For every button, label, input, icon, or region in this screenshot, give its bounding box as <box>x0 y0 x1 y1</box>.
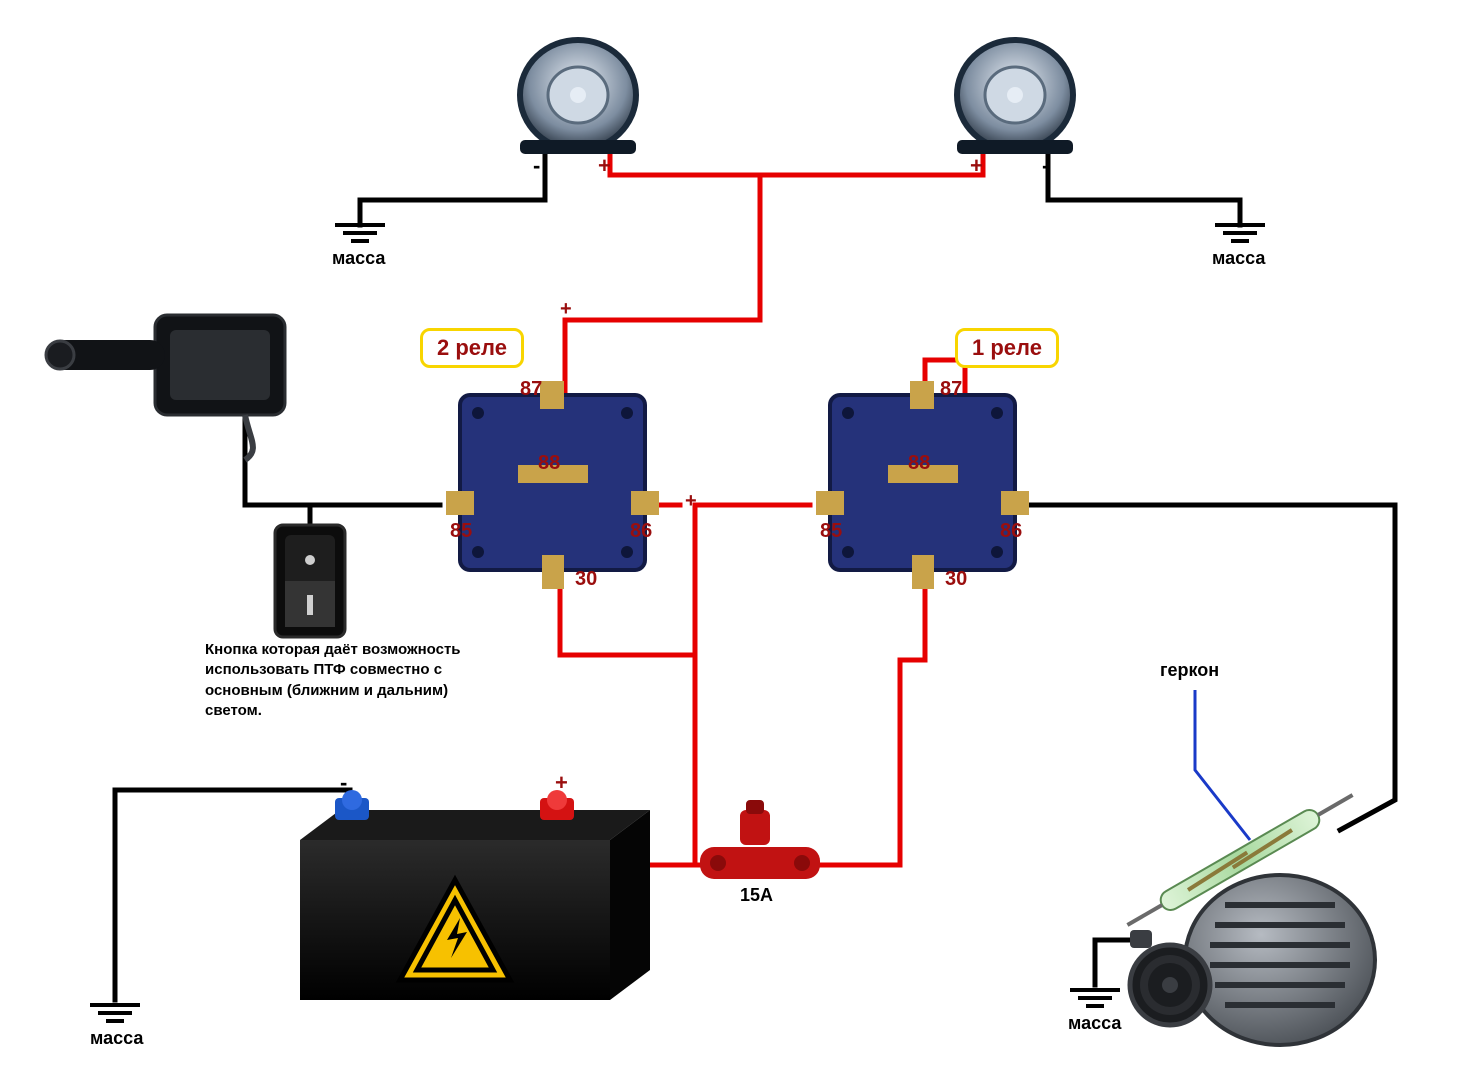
fog-right-minus: - <box>1042 153 1049 179</box>
gerkon-pointer <box>1195 690 1250 840</box>
fuse-label: 15А <box>740 885 773 906</box>
relay1-pin-85: 85 <box>820 520 842 543</box>
relay2-pin-87: 87 <box>520 378 542 401</box>
gerkon-label: геркон <box>1160 660 1219 681</box>
fuse-holder <box>700 800 820 879</box>
relay1-pin-86: 86 <box>1000 520 1022 543</box>
relay-1 <box>816 381 1029 589</box>
relay2-plus-top: + <box>560 298 572 321</box>
relay2-pin-86: 86 <box>630 520 652 543</box>
fog-right-plus: + <box>970 153 983 179</box>
ground-label-battery: масса <box>90 1028 143 1049</box>
relay2-label: 2 реле <box>420 328 524 368</box>
fog-left-plus: + <box>598 153 611 179</box>
ground-label-generator: масса <box>1068 1013 1121 1034</box>
relay1-pin-88: 88 <box>908 452 930 475</box>
relay-2 <box>446 381 659 589</box>
ground-label-fog-right: масса <box>1212 248 1265 269</box>
relay2-plus-right: + <box>685 490 697 513</box>
rocker-switch <box>275 525 345 637</box>
relay2-pin-30: 30 <box>575 568 597 591</box>
battery-minus: - <box>340 770 347 796</box>
relay2-pin-85: 85 <box>450 520 472 543</box>
ground-label-fog-left: масса <box>332 248 385 269</box>
fog-lamp-right <box>957 40 1073 154</box>
battery <box>300 790 650 1000</box>
wiring-diagram <box>0 0 1466 1085</box>
stalk-switch <box>45 315 285 460</box>
battery-plus: + <box>555 770 568 796</box>
fog-left-minus: - <box>533 153 540 179</box>
switch-note: Кнопка которая даёт возможность использо… <box>205 640 465 721</box>
relay1-pin-87: 87 <box>940 378 962 401</box>
relay1-pin-30: 30 <box>945 568 967 591</box>
relay1-label: 1 реле <box>955 328 1059 368</box>
fog-lamp-left <box>520 40 636 154</box>
relay2-pin-88: 88 <box>538 452 560 475</box>
